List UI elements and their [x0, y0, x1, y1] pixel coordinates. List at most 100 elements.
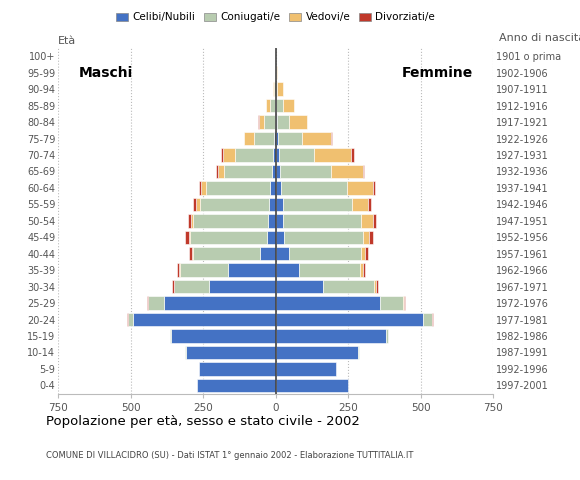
Text: Maschi: Maschi — [78, 66, 133, 80]
Bar — [281, 181, 347, 194]
Legend: Celibi/Nubili, Coniugati/e, Vedovi/e, Divorziati/e: Celibi/Nubili, Coniugati/e, Vedovi/e, Di… — [112, 8, 439, 26]
Bar — [303, 132, 332, 145]
Bar — [351, 148, 354, 162]
Bar — [272, 165, 276, 178]
Bar — [284, 230, 363, 244]
Bar — [276, 296, 380, 310]
Bar — [368, 198, 371, 211]
Bar — [206, 181, 270, 194]
Bar — [133, 313, 276, 326]
Bar — [369, 230, 372, 244]
Bar — [193, 247, 260, 261]
Bar — [218, 165, 224, 178]
Bar — [209, 280, 276, 293]
Bar — [201, 181, 206, 194]
Bar — [274, 83, 276, 96]
Bar — [277, 115, 289, 129]
Bar — [174, 280, 209, 293]
Text: Anno di nascita: Anno di nascita — [499, 33, 580, 43]
Bar — [179, 264, 180, 277]
Bar — [188, 230, 190, 244]
Bar — [270, 99, 275, 112]
Bar — [177, 264, 179, 277]
Bar — [372, 181, 375, 194]
Bar — [224, 165, 272, 178]
Bar — [171, 329, 276, 343]
Bar — [278, 132, 303, 145]
Bar — [283, 99, 295, 112]
Bar — [360, 264, 362, 277]
Bar — [185, 230, 188, 244]
Bar — [260, 247, 276, 261]
Bar — [200, 198, 269, 211]
Bar — [235, 148, 273, 162]
Bar — [254, 132, 274, 145]
Text: Popolazione per età, sesso e stato civile - 2002: Popolazione per età, sesso e stato civil… — [46, 415, 360, 428]
Bar — [276, 198, 283, 211]
Bar — [362, 264, 365, 277]
Bar — [189, 247, 192, 261]
Bar — [276, 230, 284, 244]
Bar — [276, 83, 277, 96]
Bar — [276, 313, 423, 326]
Bar — [172, 280, 174, 293]
Bar — [283, 214, 361, 228]
Bar — [363, 230, 369, 244]
Bar — [289, 115, 307, 129]
Bar — [276, 148, 279, 162]
Bar — [128, 313, 133, 326]
Bar — [266, 99, 270, 112]
Bar — [192, 247, 193, 261]
Bar — [374, 280, 376, 293]
Bar — [276, 379, 348, 392]
Bar — [197, 379, 276, 392]
Bar — [276, 99, 283, 112]
Bar — [196, 198, 200, 211]
Bar — [185, 346, 186, 359]
Bar — [314, 148, 351, 162]
Bar — [347, 181, 373, 194]
Text: Età: Età — [58, 36, 76, 47]
Bar — [270, 181, 276, 194]
Bar — [164, 296, 276, 310]
Bar — [147, 296, 148, 310]
Bar — [365, 247, 368, 261]
Bar — [244, 132, 254, 145]
Bar — [223, 148, 235, 162]
Bar — [353, 198, 368, 211]
Bar — [276, 264, 299, 277]
Bar — [198, 362, 276, 376]
Bar — [380, 296, 403, 310]
Bar — [216, 165, 218, 178]
Bar — [386, 329, 388, 343]
Text: COMUNE DI VILLACIDRO (SU) - Dati ISTAT 1° gennaio 2002 - Elaborazione TUTTITALIA: COMUNE DI VILLACIDRO (SU) - Dati ISTAT 1… — [46, 451, 414, 460]
Bar — [331, 165, 362, 178]
Bar — [279, 148, 314, 162]
Bar — [276, 214, 283, 228]
Bar — [423, 313, 432, 326]
Bar — [276, 115, 277, 129]
Bar — [193, 214, 268, 228]
Bar — [276, 165, 280, 178]
Bar — [276, 346, 358, 359]
Bar — [361, 214, 373, 228]
Bar — [276, 247, 289, 261]
Bar — [362, 165, 364, 178]
Bar — [264, 115, 275, 129]
Bar — [190, 230, 267, 244]
Bar — [267, 230, 276, 244]
Bar — [227, 264, 276, 277]
Bar — [372, 214, 376, 228]
Bar — [273, 148, 275, 162]
Bar — [277, 83, 283, 96]
Bar — [283, 198, 353, 211]
Bar — [280, 165, 331, 178]
Bar — [276, 66, 277, 79]
Bar — [269, 198, 276, 211]
Bar — [276, 362, 336, 376]
Bar — [180, 264, 227, 277]
Bar — [276, 181, 281, 194]
Bar — [259, 115, 264, 129]
Bar — [324, 280, 374, 293]
Text: Femmine: Femmine — [401, 66, 473, 80]
